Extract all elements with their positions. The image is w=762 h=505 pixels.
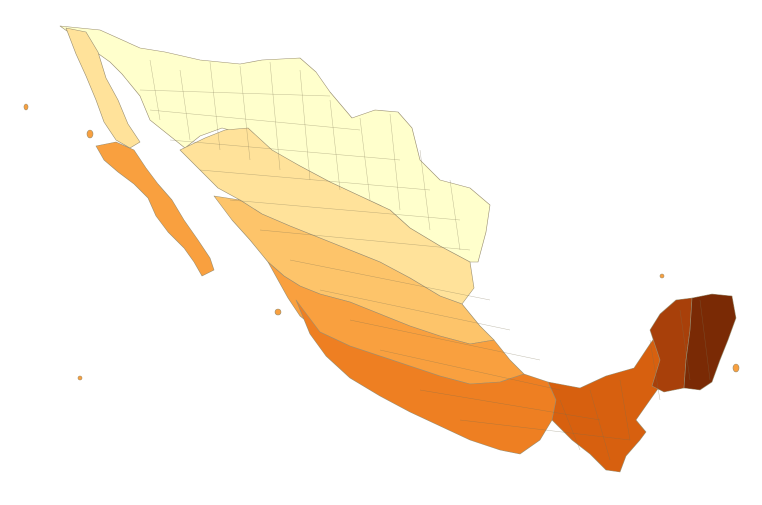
municipality-boundaries	[139, 59, 711, 461]
island-marias	[274, 308, 282, 316]
island-gulf	[659, 273, 665, 279]
island-guadalupe	[23, 103, 29, 111]
island-cedros	[86, 129, 94, 139]
zone-baja-north	[65, 27, 141, 149]
zone-north	[59, 25, 491, 263]
island-socorro	[77, 375, 83, 381]
zone-isthmus	[547, 329, 673, 473]
island-cozumel	[732, 363, 740, 373]
zone-baja-south	[95, 141, 215, 277]
zone-yucatan-east	[683, 293, 737, 391]
